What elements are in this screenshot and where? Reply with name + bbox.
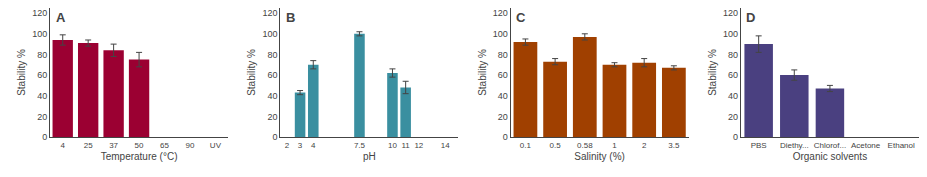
svg-text:4: 4 bbox=[60, 141, 65, 150]
svg-text:B: B bbox=[286, 10, 295, 25]
svg-text:0.58: 0.58 bbox=[577, 141, 593, 150]
svg-text:100: 100 bbox=[493, 29, 508, 39]
svg-text:Stability %: Stability % bbox=[246, 49, 257, 96]
svg-text:20: 20 bbox=[37, 112, 47, 122]
svg-text:0.5: 0.5 bbox=[550, 141, 562, 150]
svg-text:60: 60 bbox=[728, 70, 738, 80]
svg-text:60: 60 bbox=[37, 70, 47, 80]
svg-text:0: 0 bbox=[733, 132, 738, 142]
svg-text:0: 0 bbox=[503, 132, 508, 142]
svg-text:0: 0 bbox=[272, 132, 277, 142]
svg-text:90: 90 bbox=[186, 141, 195, 150]
svg-text:Stability %: Stability % bbox=[707, 49, 718, 96]
svg-text:20: 20 bbox=[498, 112, 508, 122]
svg-text:50: 50 bbox=[135, 141, 144, 150]
svg-text:Stability %: Stability % bbox=[16, 49, 27, 96]
svg-text:40: 40 bbox=[37, 91, 47, 101]
svg-text:UV: UV bbox=[210, 141, 222, 150]
svg-text:80: 80 bbox=[267, 50, 277, 60]
svg-text:C: C bbox=[516, 10, 526, 25]
svg-text:120: 120 bbox=[32, 8, 47, 18]
svg-text:25: 25 bbox=[84, 141, 93, 150]
svg-text:120: 120 bbox=[723, 8, 738, 18]
svg-text:120: 120 bbox=[262, 8, 277, 18]
svg-text:Stability %: Stability % bbox=[477, 49, 488, 96]
svg-text:37: 37 bbox=[109, 141, 118, 150]
svg-text:Diethy...: Diethy... bbox=[780, 141, 809, 150]
svg-text:PBS: PBS bbox=[751, 141, 767, 150]
svg-text:100: 100 bbox=[262, 29, 277, 39]
svg-text:40: 40 bbox=[267, 91, 277, 101]
svg-text:D: D bbox=[746, 10, 755, 25]
svg-text:14: 14 bbox=[441, 141, 450, 150]
svg-text:Ethanol: Ethanol bbox=[888, 141, 915, 150]
svg-text:40: 40 bbox=[498, 91, 508, 101]
svg-text:2: 2 bbox=[285, 141, 290, 150]
svg-text:40: 40 bbox=[728, 91, 738, 101]
svg-text:7.5: 7.5 bbox=[354, 141, 366, 150]
svg-text:20: 20 bbox=[728, 112, 738, 122]
svg-text:Organic solvents: Organic solvents bbox=[793, 151, 867, 162]
svg-text:65: 65 bbox=[160, 141, 169, 150]
svg-text:Chlorof...: Chlorof... bbox=[814, 141, 846, 150]
svg-text:12: 12 bbox=[414, 141, 423, 150]
svg-text:3.5: 3.5 bbox=[668, 141, 680, 150]
svg-text:2: 2 bbox=[642, 141, 647, 150]
svg-text:A: A bbox=[56, 10, 66, 25]
svg-text:11: 11 bbox=[401, 141, 410, 150]
svg-text:80: 80 bbox=[498, 50, 508, 60]
svg-text:0: 0 bbox=[42, 132, 47, 142]
svg-text:120: 120 bbox=[493, 8, 508, 18]
svg-text:4: 4 bbox=[311, 141, 316, 150]
svg-text:100: 100 bbox=[723, 29, 738, 39]
svg-text:Acetone: Acetone bbox=[851, 141, 881, 150]
svg-text:80: 80 bbox=[728, 50, 738, 60]
svg-text:Salinity (%): Salinity (%) bbox=[574, 151, 625, 162]
svg-text:3: 3 bbox=[298, 141, 303, 150]
svg-text:10: 10 bbox=[388, 141, 397, 150]
svg-text:60: 60 bbox=[498, 70, 508, 80]
svg-text:1: 1 bbox=[612, 141, 617, 150]
svg-text:80: 80 bbox=[37, 50, 47, 60]
svg-text:0.1: 0.1 bbox=[520, 141, 532, 150]
svg-text:60: 60 bbox=[267, 70, 277, 80]
svg-text:pH: pH bbox=[363, 151, 376, 162]
svg-text:Temperature (°C): Temperature (°C) bbox=[101, 151, 178, 162]
svg-text:100: 100 bbox=[32, 29, 47, 39]
svg-text:20: 20 bbox=[267, 112, 277, 122]
